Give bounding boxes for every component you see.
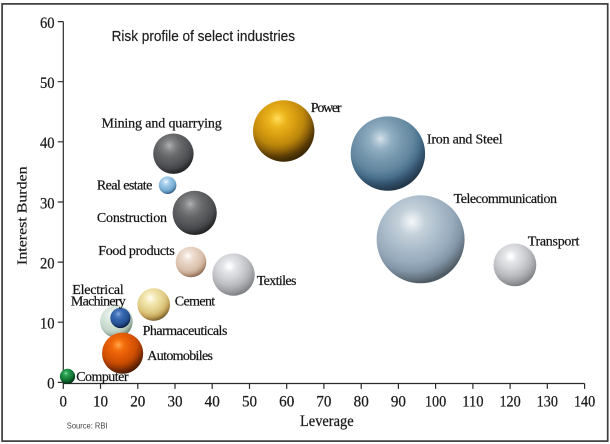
svg-text:50: 50	[242, 392, 257, 411]
svg-text:10: 10	[93, 392, 108, 411]
svg-text:Leverage: Leverage	[300, 413, 354, 430]
svg-text:Pharmaceuticals: Pharmaceuticals	[143, 324, 228, 339]
svg-text:130: 130	[537, 392, 558, 411]
svg-text:140: 140	[574, 392, 595, 411]
svg-text:20: 20	[130, 392, 145, 411]
svg-text:Food products: Food products	[98, 244, 175, 259]
svg-text:60: 60	[279, 392, 294, 411]
svg-text:Textiles: Textiles	[257, 274, 297, 289]
svg-text:0: 0	[60, 392, 68, 411]
svg-text:30: 30	[40, 193, 55, 212]
svg-text:Cement: Cement	[175, 295, 216, 310]
svg-text:Computer: Computer	[76, 370, 129, 385]
svg-text:Iron and Steel: Iron and Steel	[427, 133, 503, 148]
svg-text:Automobiles: Automobiles	[147, 349, 213, 364]
svg-text:Power: Power	[311, 101, 342, 116]
svg-text:Machinery: Machinery	[71, 294, 126, 309]
svg-text:Source: RBI: Source: RBI	[67, 421, 108, 430]
svg-text:Transport: Transport	[528, 235, 580, 250]
svg-text:0: 0	[47, 374, 55, 393]
svg-text:30: 30	[167, 392, 182, 411]
svg-text:Interest Burden: Interest Burden	[16, 166, 31, 265]
svg-text:Mining and quarrying: Mining and quarrying	[102, 117, 222, 132]
svg-text:40: 40	[40, 133, 55, 152]
svg-text:70: 70	[316, 392, 331, 411]
svg-text:80: 80	[354, 392, 369, 411]
svg-text:100: 100	[425, 392, 446, 411]
svg-text:Risk profile of select industr: Risk profile of select industries	[112, 29, 295, 45]
svg-text:Real estate: Real estate	[97, 179, 152, 194]
svg-text:20: 20	[40, 253, 55, 272]
svg-text:Electrical: Electrical	[72, 283, 124, 298]
svg-text:40: 40	[205, 392, 220, 411]
svg-text:Telecommunication: Telecommunication	[454, 192, 557, 207]
svg-text:120: 120	[499, 392, 520, 411]
svg-text:90: 90	[391, 392, 406, 411]
svg-text:50: 50	[40, 73, 55, 92]
svg-text:60: 60	[40, 13, 55, 32]
svg-text:Construction: Construction	[97, 211, 167, 226]
svg-text:10: 10	[40, 314, 55, 333]
svg-text:110: 110	[462, 392, 483, 411]
